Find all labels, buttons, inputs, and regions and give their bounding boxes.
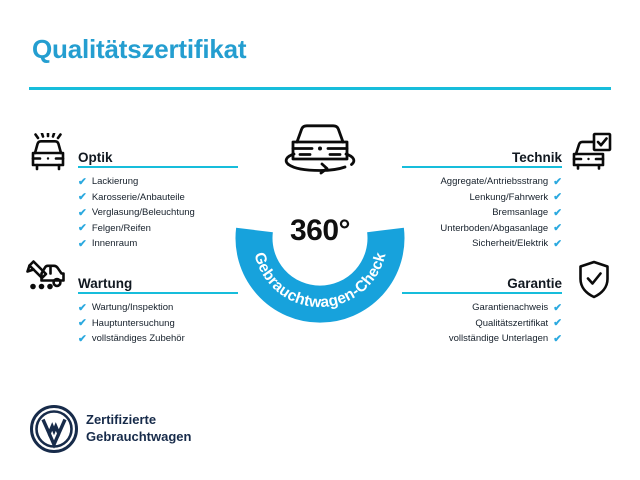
list-item-label: Hauptuntersuchung: [91, 317, 175, 329]
check-icon: ✔: [553, 237, 562, 250]
list-item-label: Wartung/Inspektion: [91, 302, 174, 313]
section-optik-divider: [78, 165, 238, 168]
list-item: ✔ Wartung/Inspektion: [78, 300, 238, 316]
list-item: ✔ Verglasung/Beleuchtung: [78, 205, 238, 221]
badge-degrees-label: 360°: [289, 214, 351, 247]
section-wartung-list: ✔ Wartung/Inspektion ✔ Hauptuntersuchung…: [78, 300, 238, 347]
section-optik-title: Optik: [78, 150, 113, 165]
section-technik-divider: [402, 165, 562, 168]
check-icon: ✔: [553, 191, 562, 203]
check-icon: ✔: [78, 222, 87, 234]
car-headlights-icon: [26, 133, 70, 175]
check-icon: ✔: [78, 301, 87, 314]
check-icon: ✔: [78, 191, 87, 203]
section-wartung-header: Wartung: [78, 268, 238, 294]
section-wartung: Wartung ✔ Wartung/Inspektion ✔ Hauptunte…: [78, 268, 238, 347]
list-item-label: vollständige Unterlagen: [448, 333, 549, 344]
list-item-label: Lenkung/Fahrwerk: [469, 191, 549, 203]
list-item: ✔ Innenraum: [78, 236, 238, 252]
list-item: vollständige Unterlagen ✔: [402, 331, 562, 347]
check-icon: ✔: [553, 317, 562, 329]
list-item: Qualitätszertifikat ✔: [402, 316, 562, 332]
list-item: Aggregate/Antriebsstrang ✔: [402, 174, 562, 190]
list-item: ✔ Karosserie/Anbauteile: [78, 190, 238, 206]
gebrauchtwagen-check-badge: Gebrauchtwagen-Check 360°: [232, 152, 408, 328]
check-icon: ✔: [553, 206, 562, 219]
list-item-label: vollständiges Zubehör: [91, 333, 185, 344]
list-item-label: Qualitätszertifikat: [475, 317, 549, 329]
section-garantie: Garantie Garantienachweis ✔ Qualitätszer…: [402, 268, 562, 347]
vw-footer-line2: Gebrauchtwagen: [86, 429, 192, 444]
section-optik: Optik ✔ Lackierung ✔ Karosserie/Anbautei…: [78, 142, 238, 252]
car-360-rotation-icon: [274, 118, 366, 180]
shield-check-icon: [572, 259, 616, 301]
list-item: ✔ vollständiges Zubehör: [78, 331, 238, 347]
page-title: Qualitätszertifikat: [32, 34, 247, 64]
vw-footer-line1: Zertifizierte: [86, 412, 157, 427]
title-divider: [29, 87, 611, 90]
section-technik-header: Technik: [402, 142, 562, 168]
section-technik-list: Aggregate/Antriebsstrang ✔ Lenkung/Fahrw…: [402, 174, 562, 252]
check-icon: ✔: [553, 301, 562, 314]
service-book-pen-car-icon: [24, 256, 68, 298]
list-item-label: Karosserie/Anbauteile: [91, 191, 185, 203]
check-icon: ✔: [553, 222, 562, 234]
list-item-label: Bremsanlage: [492, 207, 549, 218]
check-icon: ✔: [78, 237, 87, 250]
vw-logo-icon: [30, 405, 78, 453]
list-item-label: Garantienachweis: [472, 302, 549, 313]
car-checkbox-icon: [570, 131, 614, 173]
list-item: ✔ Hauptuntersuchung: [78, 316, 238, 332]
list-item: ✔ Felgen/Reifen: [78, 221, 238, 237]
list-item: Bremsanlage ✔: [402, 205, 562, 221]
check-icon: ✔: [78, 317, 87, 329]
check-icon: ✔: [553, 175, 562, 188]
check-icon: ✔: [553, 332, 562, 345]
section-technik: Technik Aggregate/Antriebsstrang ✔ Lenku…: [402, 142, 562, 252]
list-item-label: Unterboden/Abgasanlage: [440, 222, 549, 234]
list-item: Garantienachweis ✔: [402, 300, 562, 316]
list-item-label: Innenraum: [91, 238, 138, 249]
list-item: Lenkung/Fahrwerk ✔: [402, 190, 563, 206]
section-wartung-title: Wartung: [78, 276, 133, 291]
check-icon: ✔: [78, 206, 87, 219]
section-garantie-divider: [402, 291, 562, 294]
section-optik-list: ✔ Lackierung ✔ Karosserie/Anbauteile ✔ V…: [78, 174, 238, 252]
check-icon: ✔: [78, 332, 87, 345]
list-item-label: Aggregate/Antriebsstrang: [440, 176, 549, 187]
section-technik-title: Technik: [511, 150, 562, 165]
section-garantie-list: Garantienachweis ✔ Qualitätszertifikat ✔…: [402, 300, 562, 347]
list-item-label: Lackierung: [91, 176, 139, 187]
section-garantie-title: Garantie: [507, 276, 562, 291]
section-wartung-divider: [78, 291, 238, 294]
list-item: ✔ Lackierung: [78, 174, 238, 190]
section-garantie-header: Garantie: [402, 268, 562, 294]
list-item-label: Verglasung/Beleuchtung: [91, 207, 195, 218]
check-icon: ✔: [78, 175, 87, 188]
list-item-label: Felgen/Reifen: [91, 222, 151, 234]
list-item: Sicherheit/Elektrik ✔: [402, 236, 562, 252]
list-item-label: Sicherheit/Elektrik: [472, 238, 549, 249]
section-optik-header: Optik: [78, 142, 238, 168]
list-item: Unterboden/Abgasanlage ✔: [402, 221, 562, 237]
